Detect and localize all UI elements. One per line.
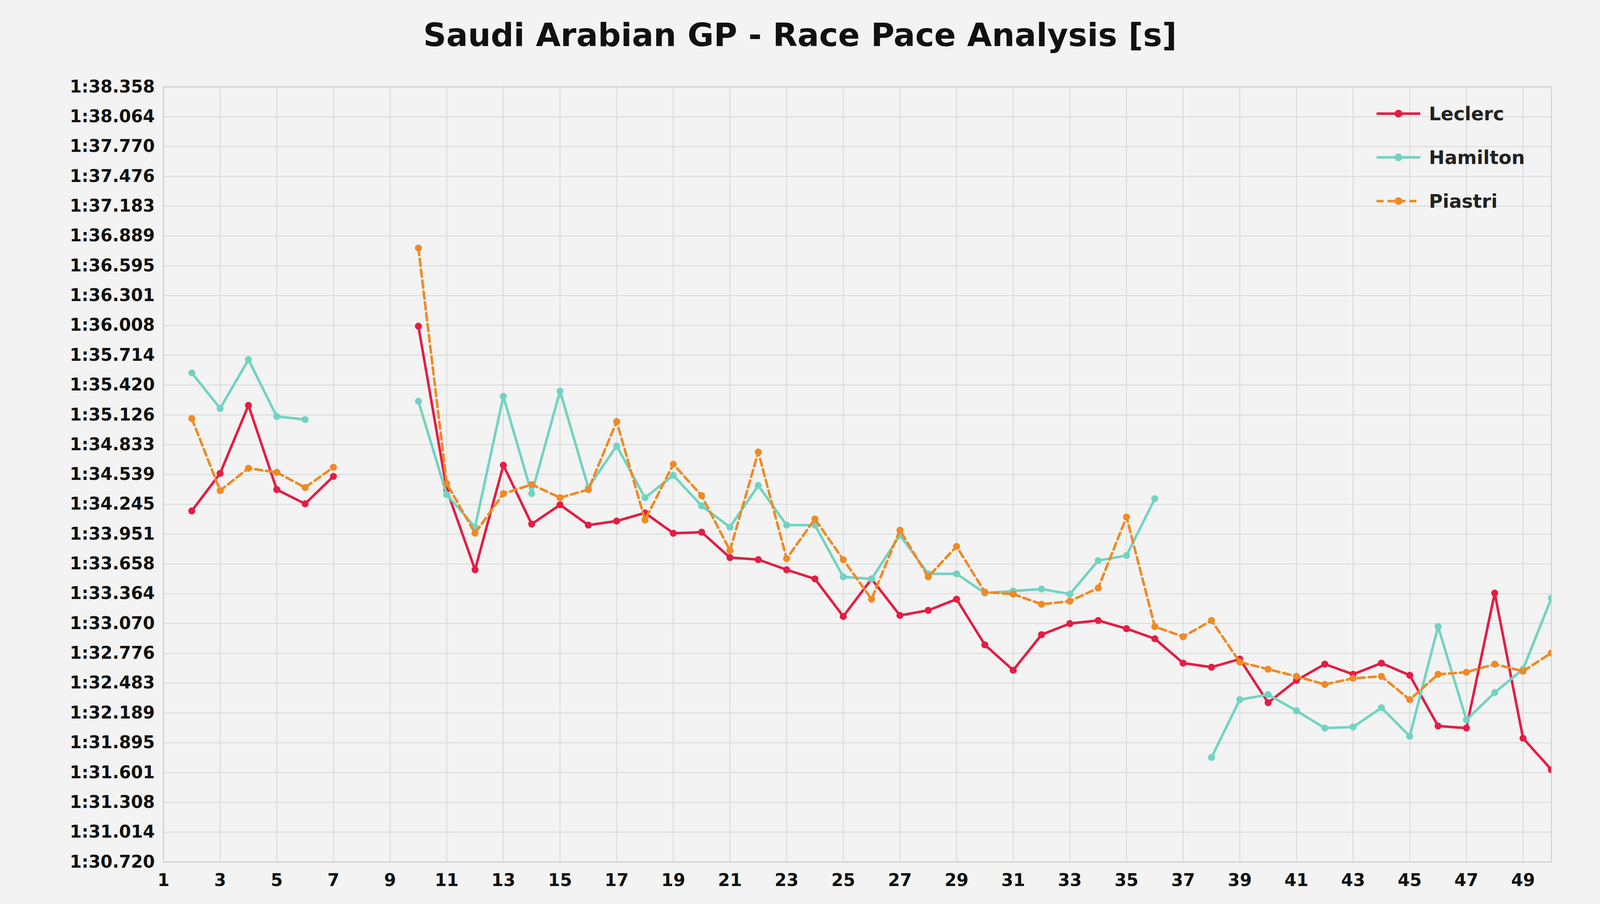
svg-text:1:33.364: 1:33.364: [69, 583, 155, 604]
svg-text:1:31.895: 1:31.895: [69, 732, 155, 753]
svg-text:41: 41: [1284, 870, 1309, 891]
svg-text:1:32.189: 1:32.189: [69, 702, 155, 723]
html-text:Leclerc: Leclerc: [1428, 102, 1505, 125]
svg-text:21: 21: [717, 870, 742, 891]
svg-text:1:35.420: 1:35.420: [69, 374, 155, 395]
svg-text:1:33.951: 1:33.951: [69, 523, 155, 544]
svg-text:11: 11: [434, 870, 459, 891]
svg-text:9: 9: [383, 870, 397, 891]
svg-text:37: 37: [1171, 870, 1195, 891]
svg-text:17: 17: [604, 870, 629, 891]
svg-text:1:36.008: 1:36.008: [69, 314, 155, 335]
svg-text:31: 31: [1001, 870, 1025, 891]
svg-text:1:31.014: 1:31.014: [69, 821, 155, 842]
svg-text:15: 15: [548, 870, 572, 891]
svg-text:1:34.833: 1:34.833: [69, 434, 155, 455]
svg-text:1:34.539: 1:34.539: [69, 464, 155, 484]
svg-text:1:31.308: 1:31.308: [69, 792, 155, 813]
svg-text:1:37.770: 1:37.770: [69, 135, 155, 156]
svg-text:1:35.126: 1:35.126: [69, 404, 155, 425]
svg-text:1:33.070: 1:33.070: [69, 613, 155, 634]
svg-text:29: 29: [944, 870, 969, 891]
svg-text:39: 39: [1227, 870, 1252, 891]
svg-text:33: 33: [1057, 870, 1082, 891]
svg-text:1:38.064: 1:38.064: [69, 106, 155, 127]
svg-text:23: 23: [774, 870, 799, 891]
svg-text:1:31.601: 1:31.601: [69, 762, 155, 783]
svg-text:3: 3: [214, 870, 227, 891]
html-text:Piastri: Piastri: [1428, 190, 1498, 213]
html-text:Hamilton: Hamilton: [1428, 146, 1525, 169]
svg-text:1:32.776: 1:32.776: [69, 642, 155, 663]
svg-text:1:36.595: 1:36.595: [69, 255, 155, 276]
svg-text:1:38.358: 1:38.358: [69, 76, 155, 97]
svg-text:1:30.720: 1:30.720: [69, 851, 155, 872]
svg-text:1:32.483: 1:32.483: [69, 672, 155, 693]
svg-text:19: 19: [661, 870, 686, 891]
svg-text:25: 25: [831, 870, 856, 891]
svg-text:1:36.301: 1:36.301: [69, 285, 155, 306]
svg-text:43: 43: [1341, 870, 1365, 891]
svg-text:1:35.714: 1:35.714: [69, 344, 155, 365]
svg-text:7: 7: [327, 870, 340, 891]
svg-text:27: 27: [887, 870, 912, 891]
svg-text:1:37.183: 1:37.183: [69, 195, 155, 216]
svg-text:1:37.476: 1:37.476: [69, 166, 155, 186]
svg-text:35: 35: [1114, 870, 1139, 891]
html-text:Saudi Arabian GP - Race Pace A: Saudi Arabian GP - Race Pace Analysis [s…: [423, 16, 1177, 54]
svg-text:13: 13: [491, 870, 516, 891]
svg-text:1:34.245: 1:34.245: [69, 493, 155, 514]
svg-text:49: 49: [1510, 870, 1535, 891]
svg-text:45: 45: [1397, 870, 1422, 891]
svg-text:47: 47: [1454, 870, 1479, 891]
svg-text:1:33.658: 1:33.658: [69, 553, 155, 574]
svg-text:1: 1: [157, 870, 170, 891]
svg-text:5: 5: [270, 870, 283, 891]
svg-text:1:36.889: 1:36.889: [69, 225, 155, 246]
